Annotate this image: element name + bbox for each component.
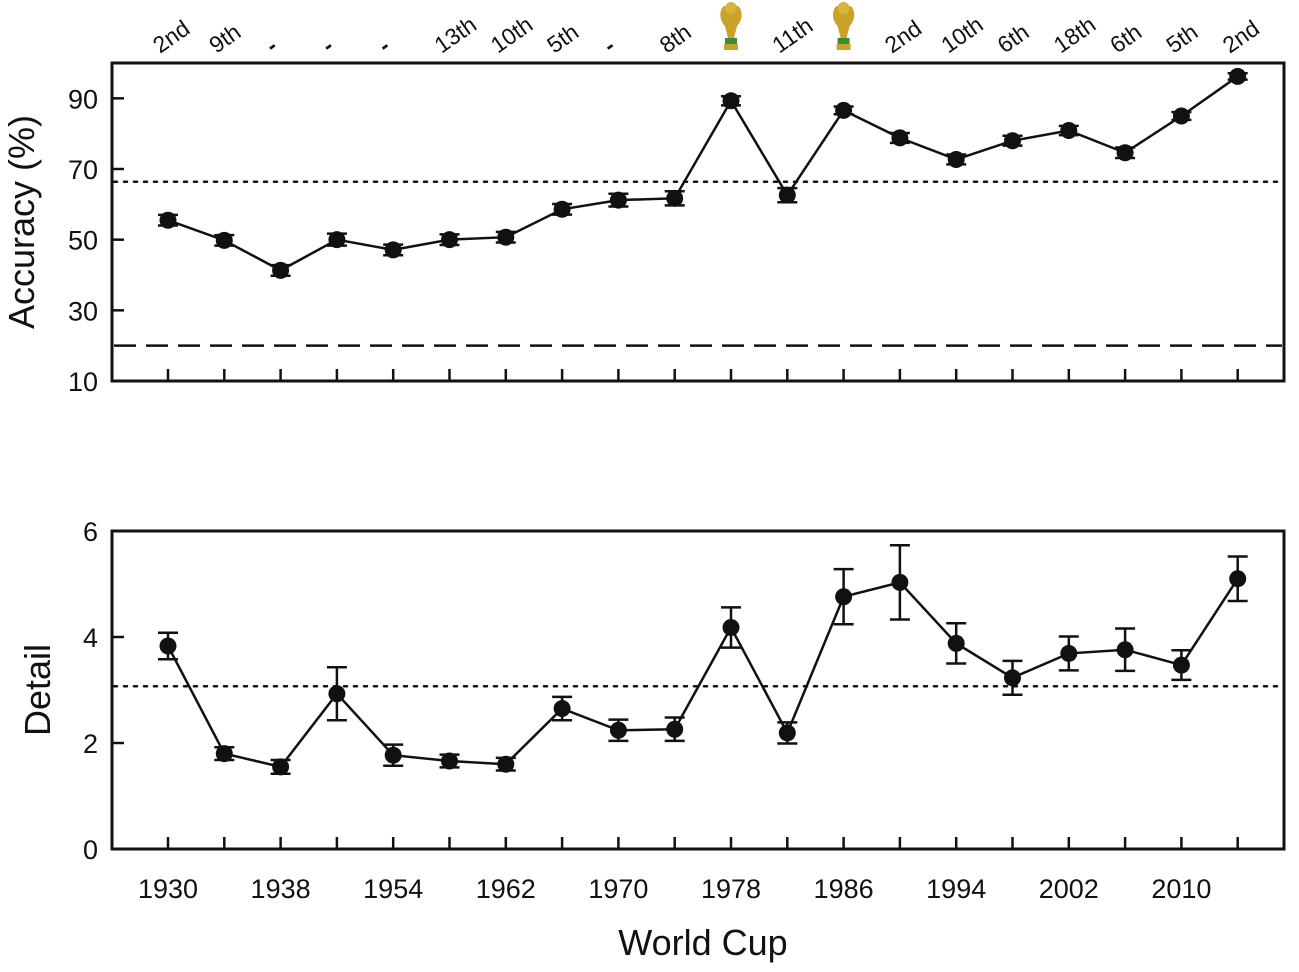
finish-rank-label: 2nd	[880, 15, 926, 58]
data-point	[609, 721, 627, 739]
y-tick-label: 0	[83, 835, 98, 865]
x-tick-label: 2002	[1039, 874, 1099, 904]
finish-rank-label: 18th	[1049, 11, 1101, 58]
data-point	[215, 231, 233, 249]
finish-rank-label: 10th	[936, 11, 988, 58]
data-point	[1229, 570, 1247, 588]
finish-rank-label: -	[261, 32, 282, 58]
y-tick-label: 90	[68, 84, 98, 114]
finish-rank-label: -	[317, 32, 338, 58]
series-line	[166, 578, 1239, 769]
data-point	[835, 588, 853, 606]
data-point	[1116, 641, 1134, 659]
data-point	[722, 618, 740, 636]
finish-rank-label: -	[373, 32, 394, 58]
x-tick-label: 1962	[476, 874, 536, 904]
trophy-icon	[720, 2, 742, 50]
data-point	[1060, 121, 1078, 139]
data-point	[384, 746, 402, 764]
finish-rank-label: 8th	[655, 18, 696, 58]
data-point	[1004, 132, 1021, 150]
data-point	[891, 573, 909, 591]
data-point	[947, 150, 965, 168]
top-panel-frame	[110, 61, 1286, 383]
x-tick-label: 1954	[363, 874, 423, 904]
data-point	[159, 211, 177, 229]
finish-rank-label: 6th	[992, 18, 1033, 58]
bottom-panel-frame	[110, 529, 1286, 851]
data-point	[497, 228, 515, 246]
finish-rank-label: 2nd	[148, 15, 194, 58]
data-point	[778, 186, 796, 204]
data-point	[1116, 144, 1134, 162]
data-point	[609, 191, 627, 209]
finish-rank-label: 6th	[1105, 18, 1146, 58]
y-axis-label: Accuracy (%)	[1, 115, 42, 329]
y-tick-label: 2	[83, 729, 98, 759]
y-tick-label: 70	[68, 155, 98, 185]
finish-rank-label: 10th	[486, 11, 538, 58]
trophy-icon	[832, 2, 855, 50]
data-point	[159, 637, 177, 655]
y-tick-label: 10	[68, 367, 98, 397]
finish-rank-label: 2nd	[1218, 15, 1264, 58]
data-point	[497, 755, 515, 773]
y-tick-label: 4	[83, 623, 98, 653]
x-tick-label: 1970	[588, 874, 648, 904]
data-point	[384, 241, 402, 259]
data-point	[778, 724, 796, 742]
data-point	[1172, 107, 1190, 125]
y-tick-label: 6	[83, 517, 98, 547]
data-point	[553, 200, 571, 218]
y-tick-label: 50	[68, 226, 98, 256]
data-point	[553, 700, 571, 718]
finish-rank-label: 5th	[542, 18, 583, 58]
x-tick-label: 1978	[701, 874, 761, 904]
finish-rank-label: -	[598, 32, 619, 58]
data-point	[947, 634, 965, 652]
data-point	[215, 745, 233, 763]
x-tick-label: 1986	[814, 874, 874, 904]
x-tick-label: 1994	[926, 874, 986, 904]
x-tick-label: 2010	[1151, 874, 1211, 904]
finish-rank-label: 13th	[429, 11, 481, 58]
finish-rank-label: 11th	[767, 12, 817, 58]
data-point	[835, 101, 853, 119]
chart-marks: 10 30 50 70 90 Accuracy (%) 0 2 4 6 Detail 1930 1938…	[1, 2, 1284, 963]
data-point	[272, 261, 290, 279]
data-point	[1172, 656, 1190, 674]
data-point	[1229, 67, 1247, 85]
data-point	[272, 758, 290, 776]
x-tick-label: 1930	[138, 874, 198, 904]
data-point	[666, 720, 684, 738]
data-point	[328, 231, 346, 249]
data-point	[891, 129, 909, 147]
data-point	[328, 685, 346, 703]
finish-rank-label: 9th	[204, 18, 245, 58]
data-point	[722, 92, 740, 110]
data-point	[1060, 644, 1078, 662]
x-axis-label: World Cup	[618, 922, 787, 963]
data-point	[1004, 669, 1021, 687]
y-tick-label: 30	[68, 296, 98, 326]
data-point	[441, 752, 458, 770]
x-tick-label: 1938	[251, 874, 311, 904]
series-line	[167, 75, 1239, 272]
y-axis-label: Detail	[17, 644, 58, 736]
finish-rank-label: 5th	[1161, 18, 1202, 58]
data-point	[666, 189, 684, 207]
data-point	[441, 231, 458, 249]
